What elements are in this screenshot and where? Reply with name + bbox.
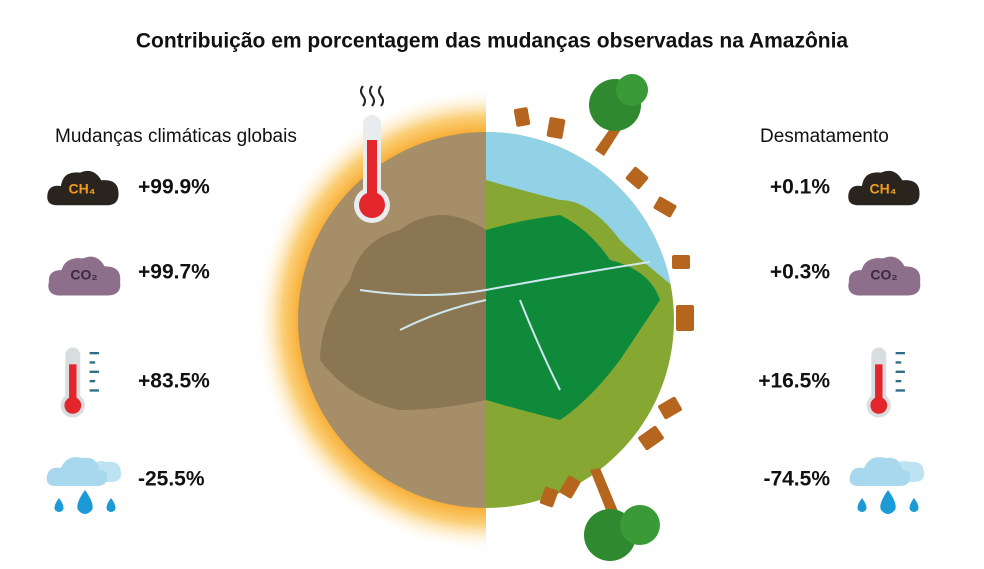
thermometer-icon (865, 346, 907, 419)
rain-icon (46, 457, 121, 514)
value: +99.9% (138, 176, 210, 199)
value: +83.5% (138, 370, 210, 393)
icon-label: CH₄ (69, 181, 96, 197)
globe-illustration (254, 74, 694, 561)
rain-icon (849, 457, 924, 514)
left-heading: Mudanças climáticas globais (55, 126, 297, 147)
value: +0.1% (770, 176, 830, 199)
value: -74.5% (763, 468, 830, 491)
value: +16.5% (758, 370, 830, 393)
right-heading: Desmatamento (760, 126, 889, 147)
value: -25.5% (138, 468, 205, 491)
icon-label: CO₂ (70, 267, 97, 283)
title: Contribuição em porcentagem das mudanças… (136, 30, 849, 53)
value: +0.3% (770, 261, 830, 284)
icon-label: CH₄ (870, 181, 897, 197)
icon-label: CO₂ (870, 267, 897, 283)
thermometer-icon (59, 346, 101, 419)
value: +99.7% (138, 261, 210, 284)
